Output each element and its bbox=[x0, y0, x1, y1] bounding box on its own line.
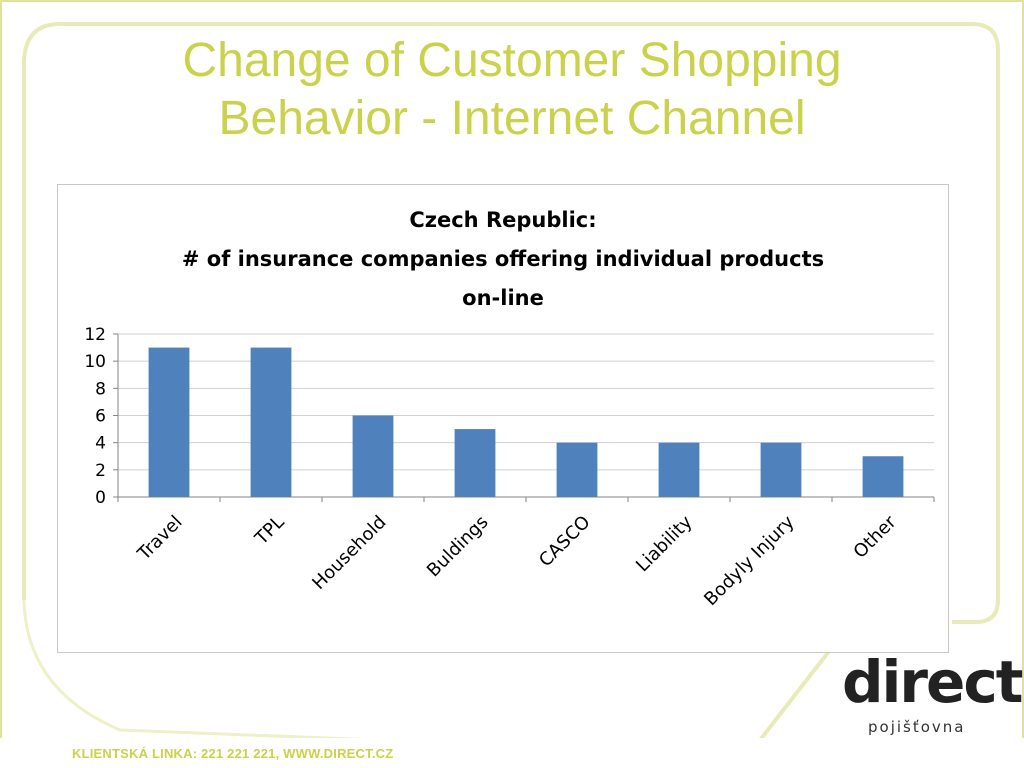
page-title: Change of Customer Shopping Behavior - I… bbox=[60, 32, 964, 148]
title-line-1: Change of Customer Shopping bbox=[182, 34, 842, 87]
x-tick-label: CASCO bbox=[535, 512, 594, 571]
y-tick-label: 2 bbox=[95, 461, 106, 481]
y-tick-label: 10 bbox=[84, 352, 106, 372]
chart-container: Czech Republic: # of insurance companies… bbox=[57, 184, 949, 653]
direct-logo: direct pojišťovna bbox=[836, 650, 1023, 742]
logo-wordmark: direct bbox=[842, 648, 1023, 716]
x-tick-label: Liability bbox=[632, 511, 697, 576]
y-axis-ticks: 0 2 4 6 8 10 12 bbox=[84, 325, 118, 508]
chart-title-line-1: Czech Republic: bbox=[409, 208, 597, 232]
y-tick-label: 0 bbox=[95, 488, 106, 508]
chart-title: Czech Republic: # of insurance companies… bbox=[58, 201, 948, 318]
bar-casco bbox=[556, 442, 598, 497]
y-tick-label: 12 bbox=[84, 325, 106, 345]
logo-subtitle: pojišťovna bbox=[868, 718, 966, 736]
chart-title-line-2: # of insurance companies offering indivi… bbox=[181, 247, 825, 271]
bar-liability bbox=[658, 442, 700, 497]
x-tick-label: Other bbox=[850, 511, 901, 562]
chart-title-line-3: on-line bbox=[462, 286, 544, 310]
y-tick-label: 8 bbox=[95, 379, 106, 399]
x-axis-ticks: Travel TPL Household Buldings CASCO Liability… bbox=[117, 497, 935, 610]
x-tick-label: Household bbox=[308, 512, 390, 594]
x-tick-label: Bodyly Injury bbox=[700, 511, 799, 610]
y-tick-label: 6 bbox=[95, 407, 106, 427]
bar-buldings bbox=[454, 429, 496, 497]
y-tick-label: 4 bbox=[95, 434, 106, 454]
x-tick-label: Buldings bbox=[423, 512, 493, 582]
bar-household bbox=[352, 415, 394, 497]
bar-bodyly-injury bbox=[760, 442, 802, 497]
gridlines bbox=[117, 333, 934, 498]
x-tick-label: Travel bbox=[133, 512, 186, 565]
bar-tpl bbox=[250, 347, 292, 497]
footer-hotline: KLIENTSKÁ LINKA: 221 221 221, WWW.DIRECT… bbox=[72, 746, 394, 761]
title-line-2: Behavior - Internet Channel bbox=[218, 92, 806, 145]
bar-travel bbox=[148, 347, 190, 497]
x-tick-label: TPL bbox=[250, 512, 288, 550]
bar-other bbox=[862, 456, 904, 497]
bar-chart: 0 2 4 6 8 10 12 Travel TPL Household Buldings CASC… bbox=[84, 325, 935, 610]
bars bbox=[148, 347, 904, 497]
